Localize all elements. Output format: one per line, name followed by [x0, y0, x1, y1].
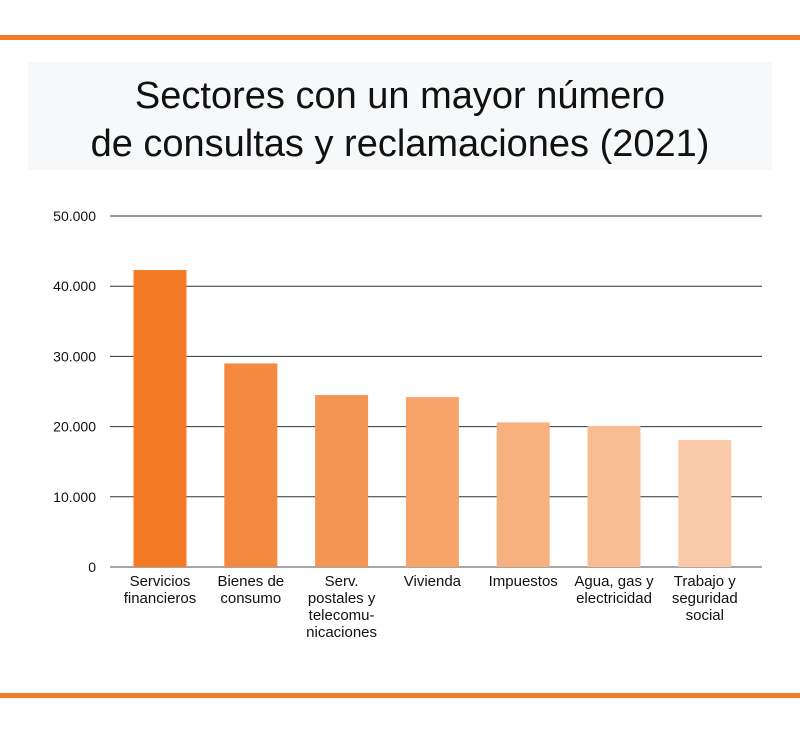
bottom-orange-rule: [0, 693, 800, 698]
y-tick-label: 20.000: [53, 419, 96, 435]
bar: [224, 363, 278, 567]
bar: [678, 439, 732, 567]
x-category-label: Trabajo y: [674, 573, 736, 590]
bar: [405, 397, 459, 567]
bar: [315, 395, 369, 567]
x-category-label: Bienes de: [217, 573, 284, 590]
x-category-label: telecomu-: [309, 607, 375, 624]
x-category-label: consumo: [220, 590, 281, 607]
x-category-label: Serv.: [325, 573, 359, 590]
y-tick-label: 10.000: [53, 489, 96, 505]
title-line-1: Sectores con un mayor número: [134, 75, 666, 117]
x-category-label: seguridad: [672, 590, 738, 607]
x-category-label: financieros: [124, 590, 197, 607]
title-background: [28, 62, 772, 170]
x-category-label: electricidad: [576, 590, 652, 607]
x-category-label: Agua, gas y: [574, 573, 654, 590]
x-category-label: postales y: [308, 590, 376, 607]
x-category-label: nicaciones: [306, 624, 377, 641]
bar: [133, 270, 187, 567]
x-category-label: social: [686, 607, 724, 624]
x-category-label: Vivienda: [404, 573, 462, 590]
title-line-2: de consultas y reclamaciones (2021): [90, 123, 710, 165]
top-orange-rule: [0, 35, 800, 40]
bar: [587, 425, 641, 567]
x-category-label: Impuestos: [489, 573, 558, 590]
y-tick-label: 30.000: [53, 348, 96, 364]
y-tick-label: 0: [88, 559, 96, 575]
bar: [496, 422, 550, 567]
y-tick-label: 50.000: [53, 208, 96, 224]
chart-title: Sectores con un mayor número de consulta…: [0, 72, 800, 168]
y-tick-label: 40.000: [53, 278, 96, 294]
x-category-label: Servicios: [130, 573, 191, 590]
